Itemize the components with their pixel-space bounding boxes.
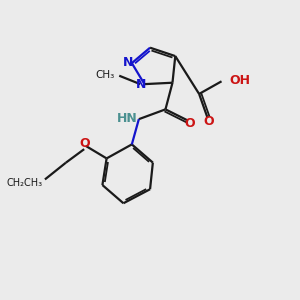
Text: CH₂CH₃: CH₂CH₃ xyxy=(7,178,43,188)
Text: OH: OH xyxy=(230,74,250,87)
Text: O: O xyxy=(203,115,214,128)
Text: N: N xyxy=(136,78,146,91)
Text: O: O xyxy=(80,137,90,150)
Text: O: O xyxy=(185,117,196,130)
Text: N: N xyxy=(123,56,134,69)
Text: HN: HN xyxy=(117,112,137,125)
Text: CH₃: CH₃ xyxy=(95,70,114,80)
